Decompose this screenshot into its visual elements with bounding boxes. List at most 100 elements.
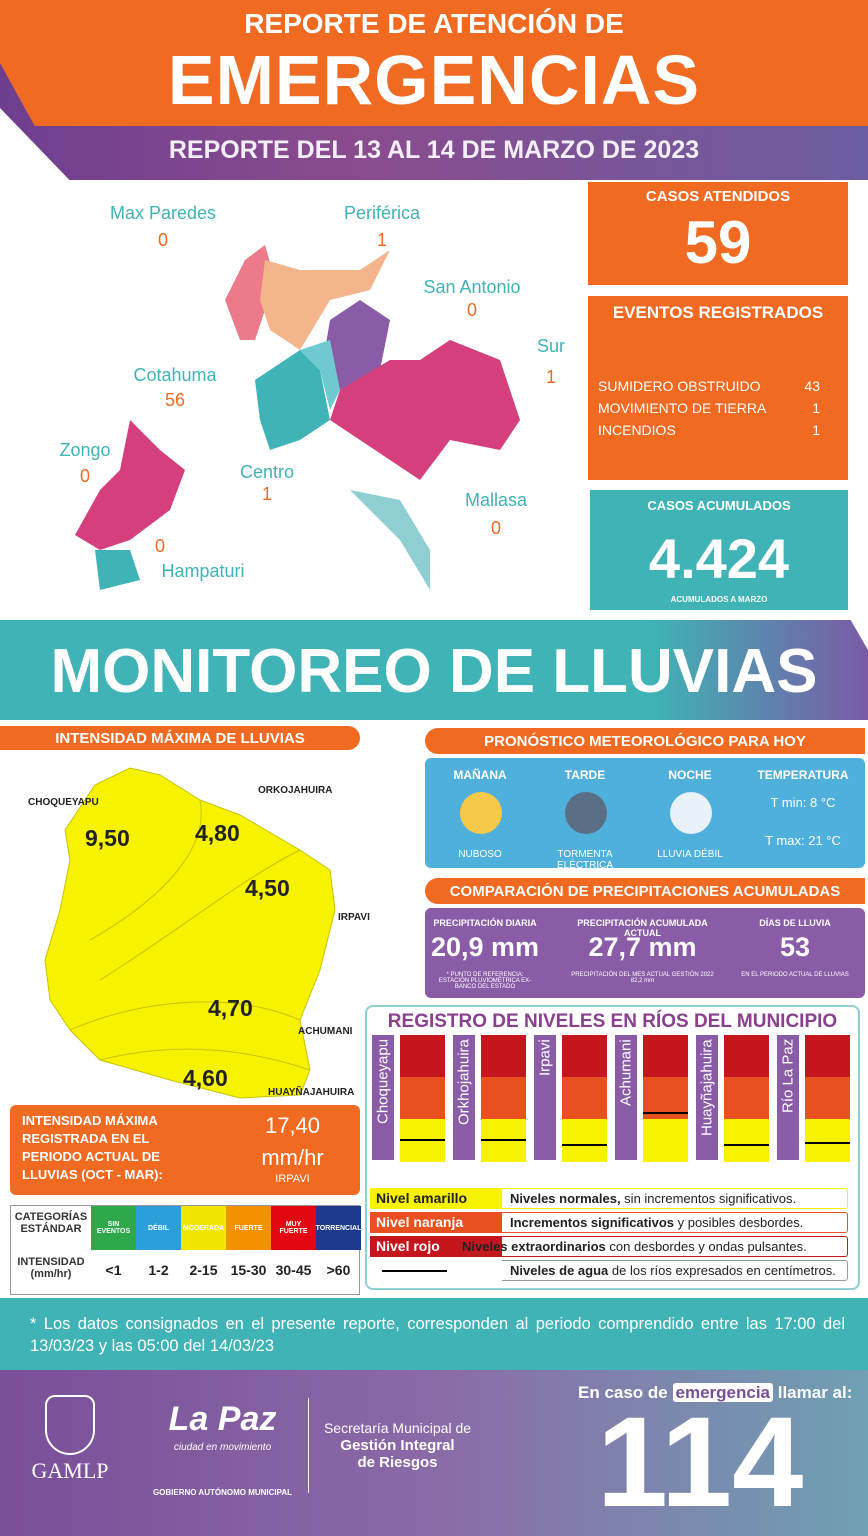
district-value: 56 <box>164 390 186 410</box>
legend-rest: con desbordes y ondas pulsantes. <box>605 1239 807 1254</box>
lapaz-logo: La Paz <box>168 1400 277 1438</box>
comp-note: * PUNTO DE REFERENCIA: ESTACIÓN PLUVIOMÉ… <box>438 972 532 990</box>
map-cotahuma <box>255 350 330 450</box>
legend-rest: y posibles desbordes. <box>674 1215 804 1230</box>
weather-icon <box>565 792 607 834</box>
pronostico-title: PRONÓSTICO METEOROLÓGICO PARA HOY <box>425 728 865 754</box>
lapaz-sub: ciudad en movimiento <box>173 1442 272 1453</box>
district-name: Mallasa <box>464 490 528 510</box>
station-name: HUAYÑAJAHUIRA <box>268 1087 355 1098</box>
river-gauge <box>562 1035 607 1162</box>
river-gauge <box>643 1035 688 1162</box>
rain-subbasins <box>69 799 311 1071</box>
title-line1: REPORTE DE ATENCIÓN DE <box>244 8 624 39</box>
cat-col-header: SIN EVENTOS <box>91 1206 136 1250</box>
monitoreo-title: MONITOREO DE LLUVIAS <box>50 637 818 706</box>
report-date: REPORTE DEL 13 AL 14 DE MARZO DE 2023 <box>168 136 700 164</box>
t-min: T min: 8 °C <box>770 795 836 810</box>
comp-value: 20,9 mm <box>430 932 540 962</box>
legend-bold: Niveles de agua <box>510 1263 609 1278</box>
district-value: 0 <box>79 466 90 486</box>
station-value: 4,60 <box>183 1065 228 1091</box>
river-level-line <box>805 1141 850 1144</box>
map-hampaturi <box>95 550 140 590</box>
legend-key: Nivel rojo <box>370 1236 502 1257</box>
river-level-line <box>481 1139 526 1142</box>
cat-col-header: FUERTE <box>226 1206 271 1250</box>
station-name: IRPAVI <box>338 912 370 923</box>
legend-bold: Niveles extraordinarios <box>462 1239 606 1254</box>
district-name: Hampaturi <box>161 561 245 581</box>
district-name: San Antonio <box>423 277 521 297</box>
phone: 114 <box>596 1391 804 1534</box>
rios-title: REGISTRO DE NIVELES EN RÍOS DEL MUNICIPI… <box>387 1011 838 1032</box>
cat-range: <1 <box>105 1262 122 1278</box>
legend-desc: Niveles normales, sin incrementos signif… <box>510 1191 796 1206</box>
call2: emergencia <box>672 1383 773 1402</box>
legend-rest: de los ríos expresados en centímetros. <box>608 1263 836 1278</box>
monitoreo-band <box>0 620 868 720</box>
river-level-line <box>724 1144 769 1147</box>
cat-rowlabel: INTENSIDAD (mm/hr) <box>17 1256 85 1280</box>
district-map <box>75 245 520 590</box>
gamlp-text: GAMLP <box>31 1458 109 1483</box>
acum-box <box>590 490 848 610</box>
temp-label: TEMPERATURA <box>757 768 849 782</box>
comp-value: 27,7 mm <box>588 932 697 962</box>
t-max: T max: 21 °C <box>765 833 841 848</box>
district-value: 0 <box>154 536 165 556</box>
max-label: INTENSIDAD MÁXIMA REGISTRADA EN EL PERIO… <box>22 1113 163 1182</box>
note-band <box>0 1298 868 1370</box>
period-label: MAÑANA <box>453 768 507 782</box>
station-name: ORKOJAHUIRA <box>258 785 333 796</box>
sec-line1: Secretaría Municipal de <box>323 1420 472 1436</box>
cat-range: 15-30 <box>230 1262 267 1278</box>
sec-line2: Gestión Integral <box>340 1437 455 1454</box>
district-name: Periférica <box>343 203 421 223</box>
comp-label: PRECIPITACIÓN ACUMULADA ACTUAL <box>577 918 708 938</box>
map-zongo <box>75 420 185 550</box>
eventos-title: EVENTOS REGISTRADOS <box>612 303 824 322</box>
legend-key: Nivel amarillo <box>370 1188 502 1209</box>
river-label: Choqueyapu <box>372 1035 394 1160</box>
footer-divider <box>308 1398 309 1493</box>
station-value: 4,80 <box>195 820 240 846</box>
comp-value: 53 <box>779 932 811 962</box>
river-label: Huayñajahuira <box>696 1035 718 1160</box>
river-label: Orkhojahuira <box>453 1035 475 1160</box>
cat-range: >60 <box>326 1262 351 1278</box>
district-name: Zongo <box>59 440 111 460</box>
comp-label: DÍAS DE LLUVIA <box>759 918 831 928</box>
weather-icon <box>670 792 712 834</box>
station-name: ACHUMANI <box>298 1026 353 1037</box>
gamlp-shield <box>45 1395 95 1455</box>
category-table: CATEGORÍAS ESTÁNDAR INTENSIDAD (mm/hr) SIN… <box>10 1205 361 1295</box>
cat-range: 2-15 <box>189 1262 218 1278</box>
period-desc: NUBOSO <box>458 849 502 860</box>
call3: llamar al: <box>777 1383 853 1402</box>
map-mallasa <box>350 490 430 590</box>
station-name: CHOQUEYAPU <box>28 797 99 808</box>
eventos-box <box>588 296 848 480</box>
river-label: Río La Paz <box>777 1035 799 1160</box>
evento-count: 1 <box>812 400 820 416</box>
max-box <box>10 1105 360 1195</box>
period-desc: TORMENTA ELÉCTRICA <box>556 849 614 871</box>
casos-box <box>588 182 848 285</box>
cat-header: CATEGORÍAS ESTÁNDAR <box>14 1211 88 1235</box>
legend-rest: sin incrementos significativos. <box>620 1191 797 1206</box>
cat-col-header: DÉBIL <box>136 1206 181 1250</box>
station-value: 9,50 <box>85 825 130 851</box>
evento-name: MOVIMIENTO DE TIERRA <box>598 400 767 416</box>
legend-key: Nivel naranja <box>370 1212 502 1233</box>
district-value: 1 <box>545 367 556 387</box>
district-name: Centro <box>239 462 295 482</box>
sec-line3: de Riesgos <box>357 1454 438 1471</box>
evento-name: INCENDIOS <box>598 422 676 438</box>
casos-label: CASOS ATENDIDOS <box>645 188 791 205</box>
district-value: 1 <box>376 230 387 250</box>
period-label: NOCHE <box>668 768 712 782</box>
legend-desc: Niveles de agua de los ríos expresados e… <box>510 1263 836 1278</box>
station-value: 4,50 <box>245 875 290 901</box>
